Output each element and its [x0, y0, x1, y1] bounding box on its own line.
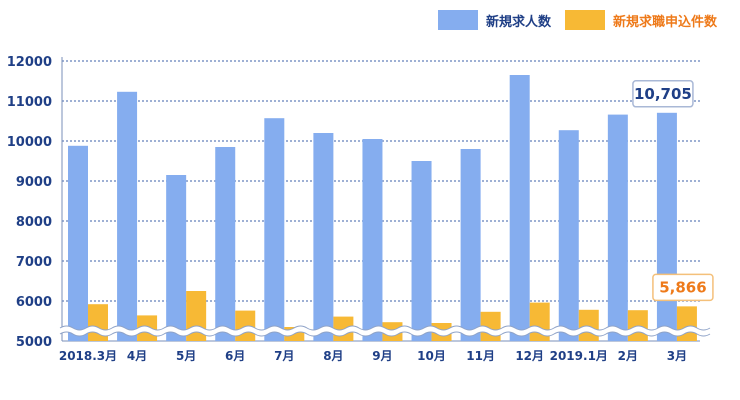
bar-job-openings: [166, 175, 187, 341]
callout-job-openings-box: [632, 80, 694, 108]
x-tick-label: 10月: [417, 349, 446, 363]
x-tick-label: 6月: [225, 349, 245, 363]
bar-job-openings: [264, 118, 285, 341]
axis-break-line: [59, 331, 711, 337]
y-tick-label: 10000: [7, 135, 52, 150]
y-tick-label: 9000: [16, 175, 52, 190]
callout-job-seekers-box: [652, 273, 714, 302]
bar-job-openings: [558, 130, 579, 341]
legend-label-job-seekers: 新規求職申込件数: [613, 14, 718, 30]
bar-job-openings: [656, 112, 677, 341]
x-tick-label: 7月: [274, 349, 294, 363]
legend-job-openings: 新規求人数: [438, 10, 551, 30]
bar-job-openings: [362, 139, 383, 341]
legend-swatch-job-openings: [438, 10, 478, 30]
x-tick-label: 12月: [515, 349, 544, 363]
legend-swatch-job-seekers: [565, 10, 605, 30]
x-tick-label: 8月: [323, 349, 343, 363]
bar-job-openings: [460, 149, 481, 341]
y-tick-label: 12000: [7, 55, 52, 70]
x-tick-label: 2019.1月: [550, 349, 608, 363]
y-tick-label: 7000: [16, 255, 52, 270]
y-tick-label: 5000: [16, 335, 52, 350]
y-tick-label: 8000: [16, 215, 52, 230]
bar-job-openings: [313, 133, 334, 341]
bar-job-openings: [117, 91, 138, 341]
x-tick-label: 5月: [176, 349, 196, 363]
bar-job-openings: [215, 147, 236, 341]
bar-job-openings: [411, 161, 432, 341]
y-tick-label: 6000: [16, 295, 52, 310]
bar-job-openings: [68, 145, 88, 341]
callout-job-seekers-label: 5,866: [659, 278, 706, 296]
y-tick-label: 11000: [7, 95, 52, 110]
callout-job-openings-label: 10,705: [634, 85, 692, 103]
x-tick-label: 9月: [372, 349, 392, 363]
legend-job-seekers: 新規求職申込件数: [565, 10, 717, 30]
bar-job-seekers: [235, 310, 256, 341]
legend-label-job-openings: 新規求人数: [486, 14, 552, 30]
bar-job-openings: [509, 75, 530, 341]
x-tick-label: 2018.3月: [59, 349, 117, 363]
bar-job-seekers: [578, 309, 599, 341]
x-tick-label: 2月: [618, 349, 638, 363]
x-tick-label: 3月: [667, 349, 687, 363]
x-tick-label: 11月: [466, 349, 495, 363]
axis-break-line: [59, 325, 711, 331]
x-tick-label: 4月: [127, 349, 147, 363]
bar-job-openings: [607, 114, 628, 341]
